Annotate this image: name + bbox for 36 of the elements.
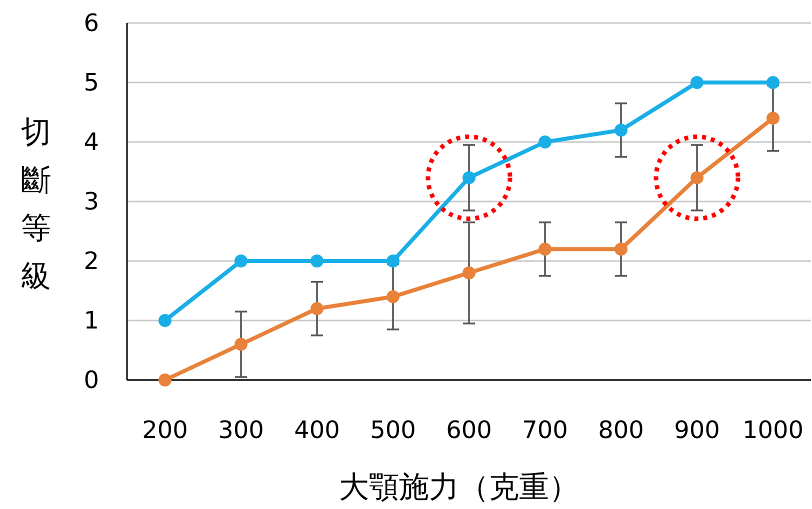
point — [538, 242, 552, 256]
y-tick-label: 4 — [84, 128, 99, 156]
y-tick-label: 1 — [84, 306, 99, 334]
x-tick-label: 500 — [370, 416, 416, 444]
point — [614, 242, 628, 256]
point — [310, 254, 324, 268]
point — [766, 76, 780, 89]
x-tick-label: 1000 — [742, 416, 804, 444]
point — [158, 314, 172, 327]
point — [690, 76, 704, 89]
point — [158, 374, 172, 386]
x-tick-label: 800 — [598, 416, 644, 444]
point — [386, 290, 400, 304]
point — [538, 136, 552, 148]
x-tick-label: 300 — [218, 416, 264, 444]
point — [234, 254, 248, 268]
point — [462, 171, 476, 184]
x-tick-label: 600 — [446, 416, 492, 444]
x-tick-label: 400 — [294, 416, 340, 444]
point — [614, 124, 628, 137]
point — [766, 112, 780, 125]
y-tick-label: 6 — [84, 9, 99, 37]
x-tick-label: 700 — [522, 416, 568, 444]
y-tick-label: 0 — [84, 366, 99, 394]
x-tick-label: 900 — [674, 416, 720, 444]
point — [690, 171, 704, 184]
point — [310, 302, 324, 316]
y-tick-label: 2 — [84, 247, 99, 275]
point — [462, 266, 476, 280]
y-tick-label: 3 — [84, 188, 99, 216]
x-tick-label: 200 — [142, 416, 188, 444]
point — [386, 254, 400, 268]
x-axis-title: 大顎施力（克重） — [339, 470, 579, 505]
y-tick-label: 5 — [84, 68, 99, 96]
y-axis-title: 切斷等級 — [21, 115, 51, 294]
point — [234, 338, 248, 351]
